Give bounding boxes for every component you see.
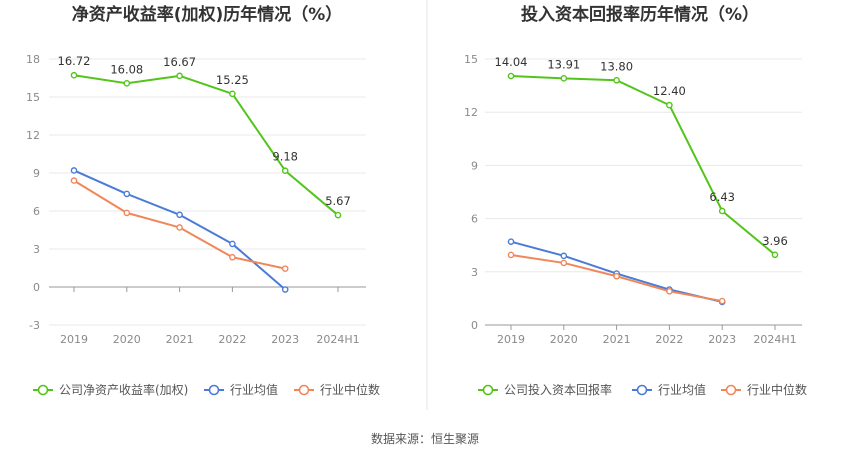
- roic-chart: 投入资本回报率历年情况（%） 0 3 6 9 12 15 2019 2020 2021 2022 20…: [464, 4, 807, 397]
- data-point: [560, 252, 568, 260]
- y-tick-label: 12: [464, 106, 478, 119]
- legend-label: 行业均值: [230, 382, 278, 397]
- legend-swatch-marker: [208, 384, 220, 396]
- legend-label: 行业均值: [658, 382, 706, 397]
- data-point: [281, 265, 289, 272]
- legend-label: 公司投入资本回报率: [504, 382, 612, 397]
- data-point: [281, 286, 289, 293]
- data-point: [123, 80, 131, 87]
- legend-label: 行业中位数: [320, 382, 380, 397]
- data-point: [70, 167, 78, 174]
- x-tick-label: 2023: [271, 333, 299, 346]
- y-tick-label: 6: [471, 213, 478, 226]
- roe-chart: 净资产收益率(加权)历年情况（%） -3 0 3 6 9 12 15 18 2019 2020 202…: [26, 4, 380, 397]
- series-line: [510, 75, 776, 256]
- x-tick-label: 2019: [497, 333, 525, 346]
- legend-swatch-marker: [298, 384, 310, 396]
- data-label: 13.80: [600, 59, 633, 73]
- x-tick-label: 2019: [60, 333, 88, 346]
- data-label: 6.43: [709, 190, 735, 204]
- legend-swatch-marker: [636, 384, 648, 396]
- data-point: [176, 211, 183, 219]
- data-point: [229, 240, 236, 248]
- data-point: [123, 209, 131, 217]
- legend-swatch-marker: [482, 384, 494, 396]
- x-tick-label: 2024H1: [753, 333, 796, 346]
- data-label: 16.67: [163, 55, 196, 69]
- data-point: [123, 190, 131, 198]
- x-tick-label: 2022: [655, 333, 683, 346]
- y-tick-label: 3: [471, 266, 478, 279]
- data-point: [560, 75, 568, 82]
- data-point: [507, 72, 515, 80]
- y-tick-label: 18: [26, 53, 40, 66]
- legend-label: 行业中位数: [747, 382, 807, 397]
- x-tick-label: 2023: [708, 333, 736, 346]
- data-point: [507, 251, 515, 259]
- y-tick-label: -3: [29, 319, 40, 332]
- data-label: 16.08: [110, 62, 143, 76]
- y-tick-label: 12: [26, 129, 40, 142]
- data-point: [771, 251, 779, 259]
- y-tick-label: 0: [33, 281, 40, 294]
- y-tick-label: 15: [464, 53, 478, 66]
- y-tick-label: 6: [33, 205, 40, 218]
- data-point: [334, 211, 342, 219]
- x-tick-label: 2021: [166, 333, 194, 346]
- data-point: [229, 90, 236, 98]
- x-tick-label: 2020: [550, 333, 578, 346]
- data-label: 5.67: [325, 194, 351, 208]
- data-point: [70, 71, 78, 79]
- y-tick-label: 9: [33, 167, 40, 180]
- x-tick-label: 2020: [113, 333, 141, 346]
- data-point: [718, 207, 726, 215]
- x-tick-label: 2022: [218, 333, 246, 346]
- data-label: 13.91: [547, 57, 580, 71]
- chart-title: 净资产收益率(加权)历年情况（%）: [72, 4, 343, 25]
- data-point: [176, 224, 183, 231]
- legend-label: 公司净资产收益率(加权): [59, 382, 188, 397]
- data-point: [666, 101, 673, 109]
- data-point: [560, 259, 568, 267]
- data-label: 16.72: [58, 54, 91, 68]
- data-point: [718, 297, 726, 305]
- y-tick-label: 15: [26, 91, 40, 104]
- data-label: 14.04: [495, 55, 528, 69]
- x-tick-label: 2024H1: [316, 333, 359, 346]
- data-point: [613, 76, 620, 84]
- data-label: 3.96: [762, 234, 788, 248]
- y-tick-label: 0: [471, 319, 478, 332]
- series-line: [73, 74, 339, 216]
- data-label: 9.18: [272, 150, 298, 164]
- data-point: [507, 238, 515, 245]
- data-point: [229, 253, 236, 261]
- data-point: [613, 272, 620, 280]
- data-point: [70, 177, 78, 184]
- data-source-note: 数据来源：恒生聚源: [370, 432, 479, 446]
- data-point: [666, 288, 673, 295]
- data-label: 12.40: [653, 84, 686, 98]
- chart-title: 投入资本回报率历年情况（%）: [521, 4, 759, 25]
- x-tick-label: 2021: [603, 333, 631, 346]
- legend-swatch-marker: [725, 384, 737, 396]
- y-tick-label: 9: [471, 159, 478, 172]
- data-point: [281, 167, 289, 175]
- y-tick-label: 3: [33, 243, 40, 256]
- legend-swatch-marker: [37, 384, 49, 396]
- data-label: 15.25: [216, 73, 249, 87]
- data-point: [176, 72, 183, 80]
